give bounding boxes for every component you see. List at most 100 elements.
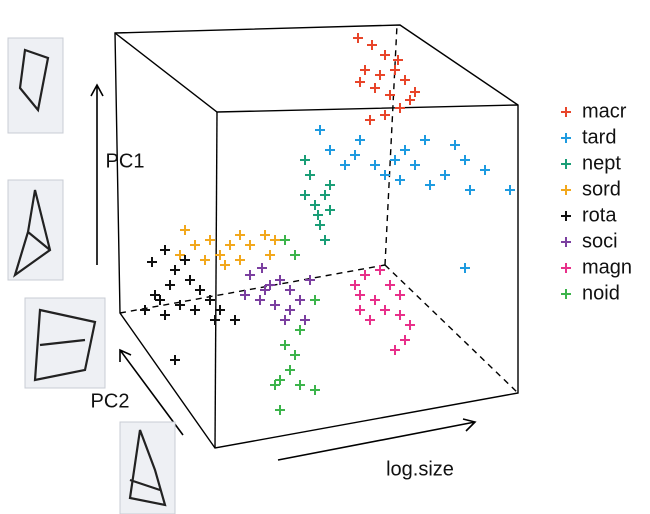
point	[395, 103, 405, 113]
point	[400, 335, 410, 345]
point	[325, 205, 335, 215]
point	[270, 235, 280, 245]
cube	[115, 25, 518, 448]
point	[365, 315, 375, 325]
point	[180, 255, 190, 265]
point	[255, 295, 265, 305]
point	[505, 185, 515, 195]
point	[160, 245, 170, 255]
point	[360, 65, 370, 75]
point	[285, 365, 295, 375]
point	[315, 125, 325, 135]
legend-label: sord	[582, 178, 621, 200]
point	[300, 315, 310, 325]
y-axis-label: PC1	[106, 150, 145, 172]
point	[375, 70, 385, 80]
icon	[8, 38, 63, 133]
point	[210, 315, 220, 325]
point	[465, 185, 475, 195]
point	[405, 320, 415, 330]
point	[220, 260, 230, 270]
point	[380, 110, 390, 120]
point	[235, 255, 245, 265]
point	[355, 290, 365, 300]
axis-arrows	[91, 85, 475, 460]
point	[205, 295, 215, 305]
point	[280, 340, 290, 350]
point	[310, 385, 320, 395]
point	[205, 235, 215, 245]
point	[295, 380, 305, 390]
point	[190, 305, 200, 315]
logsize-arrow	[278, 419, 475, 460]
point	[245, 270, 255, 280]
point	[380, 50, 390, 60]
point	[355, 77, 365, 87]
point	[410, 87, 420, 97]
legend-marker	[561, 211, 571, 221]
legend-marker	[561, 263, 571, 273]
point	[265, 250, 275, 260]
point	[410, 160, 420, 170]
point	[370, 83, 380, 93]
point	[390, 155, 400, 165]
point	[385, 280, 395, 290]
point	[225, 240, 235, 250]
point	[260, 285, 270, 295]
point	[185, 275, 195, 285]
point	[155, 295, 165, 305]
point	[355, 135, 365, 145]
point	[170, 355, 180, 365]
point	[200, 255, 210, 265]
cube-hidden-edge	[385, 265, 518, 393]
point	[425, 180, 435, 190]
point	[325, 145, 335, 155]
cube-outline	[115, 25, 518, 448]
point	[460, 263, 470, 273]
point	[265, 280, 275, 290]
legend-marker	[561, 107, 571, 117]
cube-edge	[115, 33, 518, 112]
point	[400, 145, 410, 155]
point	[300, 190, 310, 200]
point	[395, 290, 405, 300]
point	[260, 230, 270, 240]
point	[390, 345, 400, 355]
point	[285, 305, 295, 315]
legend-label: rota	[582, 204, 617, 226]
point	[170, 265, 180, 275]
point	[367, 40, 377, 50]
point	[160, 310, 170, 320]
point	[370, 295, 380, 305]
point	[350, 280, 360, 290]
point	[280, 235, 290, 245]
point	[450, 140, 460, 150]
point	[370, 160, 380, 170]
point	[365, 115, 375, 125]
x-axis-label: log.size	[386, 458, 454, 480]
point	[320, 235, 330, 245]
point	[315, 220, 325, 230]
point	[270, 380, 280, 390]
point	[230, 315, 240, 325]
legend-label: nept	[582, 152, 621, 174]
legend-label: macr	[582, 100, 627, 122]
point	[195, 285, 205, 295]
point	[375, 265, 385, 275]
point	[140, 305, 150, 315]
point	[165, 280, 175, 290]
point	[310, 295, 320, 305]
point	[295, 325, 305, 335]
point	[305, 275, 315, 285]
legend-label: magn	[582, 256, 632, 278]
point	[420, 135, 430, 145]
point	[395, 175, 405, 185]
point	[235, 230, 245, 240]
point	[300, 155, 310, 165]
legend-label: soci	[582, 230, 618, 252]
legend-marker	[561, 289, 571, 299]
point	[313, 210, 323, 220]
legend-marker	[561, 185, 571, 195]
point	[175, 250, 185, 260]
point	[180, 225, 190, 235]
